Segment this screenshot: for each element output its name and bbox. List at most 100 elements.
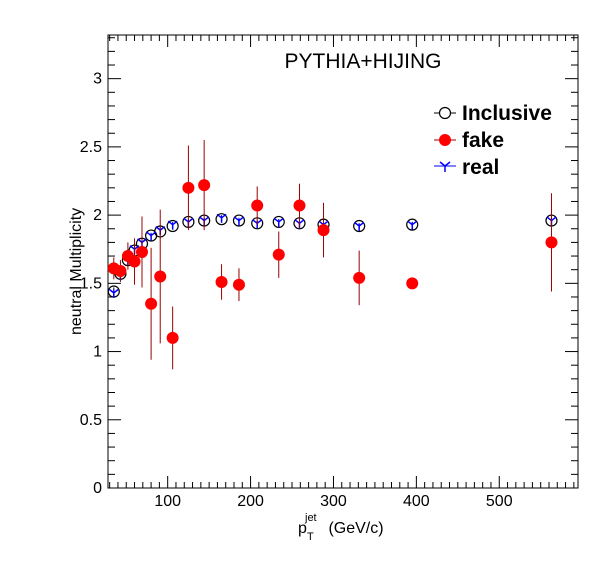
data-point — [354, 221, 365, 232]
data-point — [128, 255, 141, 268]
data-point — [166, 331, 179, 344]
marker-stroke — [318, 220, 324, 226]
data-point — [154, 270, 167, 283]
data-point — [167, 220, 178, 230]
data-point — [406, 277, 419, 290]
data-point — [135, 245, 148, 258]
legend-label-real: real — [462, 156, 499, 179]
marker-stroke — [167, 220, 174, 226]
marker-stroke — [299, 219, 305, 224]
series-inclusive — [107, 213, 558, 298]
data-point — [114, 265, 127, 278]
marker-stroke — [150, 231, 157, 237]
data-point — [272, 215, 285, 229]
y-tick-label: 0.5 — [80, 412, 102, 429]
marker-stroke — [411, 220, 418, 226]
marker-stroke — [238, 216, 244, 222]
x-axis: 100 200 300 400 500 — [109, 35, 575, 510]
legend-marker-inclusive — [438, 106, 452, 120]
marker-stroke — [141, 238, 147, 243]
data-point — [273, 217, 284, 227]
x-axis-title-main: p — [298, 520, 307, 537]
data-point — [145, 297, 158, 310]
x-tick-label: 500 — [486, 493, 513, 510]
series-real — [108, 213, 557, 298]
marker-stroke — [134, 245, 140, 250]
data-point — [166, 219, 179, 233]
y-tick-label: 1 — [93, 344, 102, 361]
marker-stroke — [546, 216, 552, 222]
data-point — [108, 288, 119, 298]
y-axis: 0 0.5 1 1.5 2 2.5 3 — [80, 37, 578, 497]
x-axis-title-sup: jet — [304, 512, 317, 524]
data-point — [182, 181, 195, 194]
marker-stroke — [294, 219, 300, 224]
x-tick-label: 200 — [237, 493, 264, 510]
marker-stroke — [183, 217, 189, 223]
data-point — [406, 218, 419, 231]
marker-stroke — [159, 226, 166, 231]
marker-stroke — [155, 226, 161, 231]
series-layer — [107, 140, 558, 370]
marker-stroke — [273, 217, 280, 223]
plot-frame — [107, 34, 579, 489]
x-tick-label: 100 — [154, 493, 181, 510]
legend-marker-real — [439, 161, 451, 172]
marker-stroke — [172, 220, 178, 226]
marker-stroke — [358, 221, 365, 227]
marker-stroke — [551, 216, 557, 222]
y-tick-label: 2 — [93, 207, 102, 224]
marker-stroke — [323, 220, 329, 226]
y-tick-label: 0 — [93, 480, 102, 497]
series-fake — [107, 140, 558, 370]
marker-stroke — [187, 217, 194, 223]
data-point — [215, 275, 228, 288]
marker-stroke — [199, 216, 205, 222]
legend-entry-real: real — [434, 156, 499, 179]
y-tick-label: 1.5 — [80, 275, 102, 292]
marker-stroke — [129, 245, 135, 250]
marker-stroke — [108, 288, 115, 294]
marker-stroke — [252, 219, 258, 224]
legend-entry-inclusive: Inclusive — [434, 102, 552, 125]
legend-marker-fake — [439, 134, 451, 146]
y-axis-title: neutral Multiplicity — [68, 208, 85, 335]
data-point — [146, 231, 157, 241]
data-point — [215, 213, 228, 226]
marker-stroke — [354, 221, 360, 227]
marker-stroke — [216, 213, 223, 219]
legend-label-inclusive: Inclusive — [462, 102, 552, 125]
data-point — [293, 199, 306, 212]
data-point — [232, 278, 245, 291]
marker-stroke — [146, 231, 152, 237]
x-tick-label: 300 — [320, 493, 347, 510]
data-point — [234, 216, 244, 226]
legend-label-fake: fake — [462, 129, 504, 152]
x-axis-title-sub: T — [307, 531, 314, 543]
data-point — [353, 219, 366, 233]
y-tick-label: 3 — [93, 71, 102, 88]
data-point — [216, 213, 227, 223]
marker-stroke — [234, 216, 240, 222]
x-axis-title: p — [298, 520, 307, 537]
data-point — [353, 271, 366, 284]
data-point — [232, 214, 246, 227]
marker-stroke — [203, 216, 210, 222]
y-tick-label: 2.5 — [80, 139, 102, 156]
x-tick-label: 400 — [403, 493, 430, 510]
legend-entry-fake: fake — [434, 129, 504, 152]
marker-stroke — [407, 220, 413, 226]
data-point — [407, 220, 418, 230]
chart-title: PYTHIA+HIJING — [285, 50, 442, 73]
marker-stroke — [221, 213, 227, 219]
data-point — [317, 224, 330, 237]
data-point — [545, 236, 558, 249]
data-point — [198, 179, 211, 192]
marker-stroke — [113, 288, 119, 294]
data-point — [251, 199, 264, 212]
x-axis-title-unit: (GeV/c) — [324, 520, 384, 537]
data-point — [272, 248, 285, 261]
legend: Inclusive fake real — [434, 102, 552, 179]
marker-stroke — [137, 238, 143, 243]
